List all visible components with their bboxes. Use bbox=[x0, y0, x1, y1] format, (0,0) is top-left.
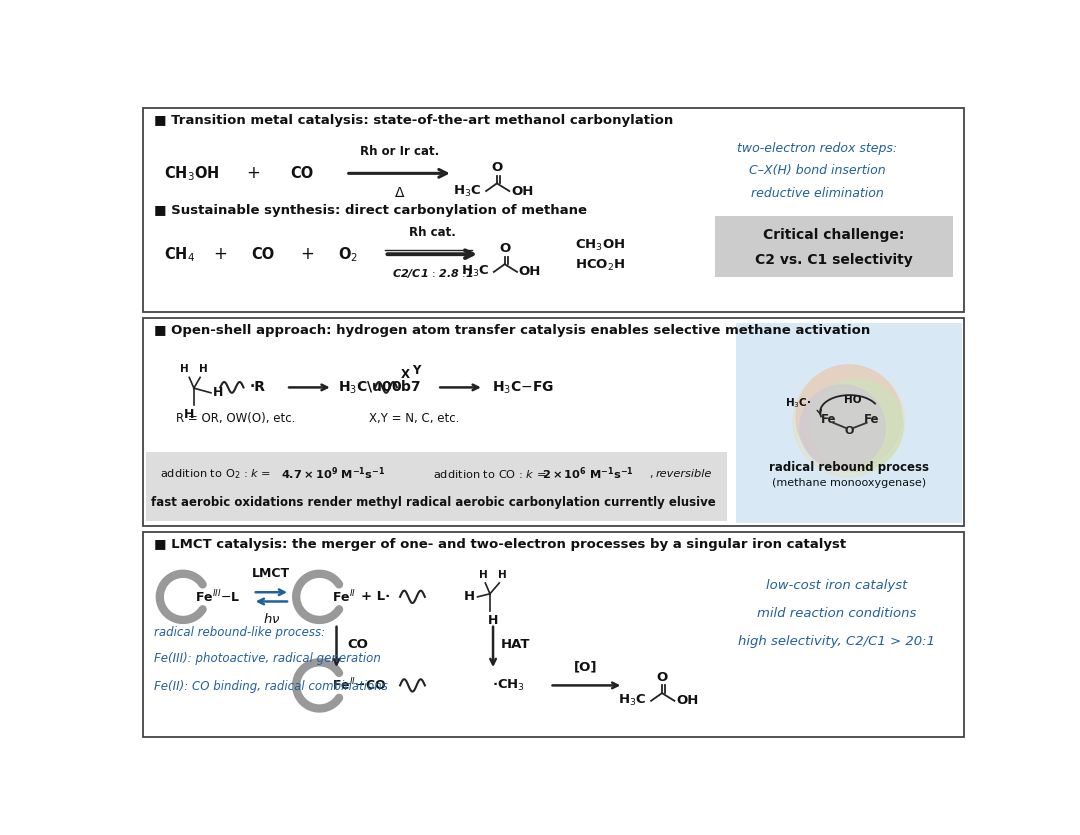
Text: H: H bbox=[488, 614, 498, 627]
Text: addition to O$_2$ : $k$ =: addition to O$_2$ : $k$ = bbox=[160, 467, 272, 481]
Text: $\mathbf{4.7 \times 10^{9}\ M^{-1}s^{-1}}$: $\mathbf{4.7 \times 10^{9}\ M^{-1}s^{-1}… bbox=[281, 465, 384, 482]
Text: C2 vs. C1 selectivity: C2 vs. C1 selectivity bbox=[755, 253, 913, 267]
Text: O: O bbox=[657, 671, 667, 684]
FancyBboxPatch shape bbox=[715, 215, 954, 277]
Text: CH$_3$OH: CH$_3$OH bbox=[576, 237, 625, 252]
Text: CO: CO bbox=[252, 246, 274, 261]
Text: H: H bbox=[199, 364, 207, 374]
Text: Fe(III): photoactive, radical generation: Fe(III): photoactive, radical generation bbox=[154, 652, 381, 665]
Text: R = OR, OW(O), etc.: R = OR, OW(O), etc. bbox=[176, 412, 296, 425]
Text: OH: OH bbox=[676, 694, 699, 707]
Text: ,: , bbox=[650, 468, 658, 478]
FancyBboxPatch shape bbox=[735, 323, 962, 523]
Text: Fe$^{II}$: Fe$^{II}$ bbox=[332, 589, 356, 605]
Text: fast aerobic oxidations render methyl radical aerobic carbonylation currently el: fast aerobic oxidations render methyl ra… bbox=[151, 497, 716, 509]
Circle shape bbox=[800, 385, 886, 470]
FancyBboxPatch shape bbox=[143, 318, 964, 526]
Text: H$_3$C: H$_3$C bbox=[454, 184, 482, 199]
Text: H$_3$C$-$FG: H$_3$C$-$FG bbox=[491, 379, 553, 396]
Text: O: O bbox=[491, 161, 502, 175]
Text: H: H bbox=[498, 570, 507, 580]
Text: O: O bbox=[499, 242, 511, 256]
Text: H: H bbox=[184, 408, 194, 421]
Text: C–X(H) bond insertion: C–X(H) bond insertion bbox=[748, 164, 886, 177]
Text: $\bfit{C2/C1}$ : $\bfit{2.8}$ :$\bfit{1}$: $\bfit{C2/C1}$ : $\bfit{2.8}$ :$\bfit{1}… bbox=[392, 267, 473, 281]
Text: CO: CO bbox=[348, 638, 368, 651]
Text: CO: CO bbox=[291, 166, 313, 181]
Text: ■ Transition metal catalysis: state-of-the-art methanol carbonylation: ■ Transition metal catalysis: state-of-t… bbox=[154, 114, 674, 127]
Text: [O]: [O] bbox=[575, 660, 598, 674]
Text: H$_3$C: H$_3$C bbox=[618, 693, 647, 708]
Text: ·CH$_3$: ·CH$_3$ bbox=[491, 678, 525, 693]
Circle shape bbox=[793, 366, 905, 477]
Text: H: H bbox=[213, 387, 222, 399]
Text: $h\nu$: $h\nu$ bbox=[262, 612, 280, 626]
Text: +: + bbox=[246, 164, 259, 182]
Text: OH: OH bbox=[518, 266, 541, 278]
FancyBboxPatch shape bbox=[143, 108, 964, 312]
Text: O$_2$: O$_2$ bbox=[338, 245, 359, 264]
FancyBboxPatch shape bbox=[146, 452, 727, 521]
Text: radical rebound-like process:: radical rebound-like process: bbox=[154, 626, 325, 639]
Text: Δ: Δ bbox=[394, 186, 404, 200]
Text: CH$_4$: CH$_4$ bbox=[164, 245, 195, 264]
Text: H: H bbox=[478, 570, 488, 580]
Text: O: O bbox=[845, 427, 854, 437]
Text: +: + bbox=[300, 245, 314, 263]
Text: low-cost iron catalyst: low-cost iron catalyst bbox=[766, 579, 907, 592]
Text: HO: HO bbox=[845, 395, 862, 405]
Text: ■ LMCT catalysis: the merger of one- and two-electron processes by a singular ir: ■ LMCT catalysis: the merger of one- and… bbox=[154, 539, 847, 551]
Text: Fe$^{III}$$-$L: Fe$^{III}$$-$L bbox=[195, 589, 241, 605]
Text: Y: Y bbox=[413, 363, 421, 377]
Text: X: X bbox=[401, 368, 409, 382]
Text: HAT: HAT bbox=[501, 638, 530, 651]
Text: (methane monooxygenase): (methane monooxygenase) bbox=[772, 478, 926, 488]
Text: X,Y = N, C, etc.: X,Y = N, C, etc. bbox=[368, 412, 459, 425]
Text: H$_3$C·: H$_3$C· bbox=[784, 396, 811, 410]
Text: LMCT: LMCT bbox=[253, 567, 291, 580]
Text: radical rebound process: radical rebound process bbox=[769, 461, 929, 474]
Text: ■ Open-shell approach: hydrogen atom transfer catalysis enables selective methan: ■ Open-shell approach: hydrogen atom tra… bbox=[154, 324, 870, 337]
Text: +: + bbox=[214, 245, 227, 263]
Text: H: H bbox=[179, 364, 189, 374]
Text: Fe: Fe bbox=[821, 413, 836, 426]
Text: two-electron redox steps:: two-electron redox steps: bbox=[737, 142, 897, 155]
Text: HCO$_2$H: HCO$_2$H bbox=[576, 258, 625, 273]
Text: Fe: Fe bbox=[864, 413, 879, 426]
Text: high selectivity, C2/C1 > 20:1: high selectivity, C2/C1 > 20:1 bbox=[738, 635, 935, 648]
Text: Rh cat.: Rh cat. bbox=[409, 225, 456, 239]
Text: Fe(II): CO binding, radical combinations: Fe(II): CO binding, radical combinations bbox=[154, 680, 388, 693]
Text: + L·: + L· bbox=[362, 590, 391, 604]
Text: H$_3$C: H$_3$C bbox=[461, 265, 489, 280]
Text: $\mathbf{2 \times 10^{6}\ M^{-1}s^{-1}}$: $\mathbf{2 \times 10^{6}\ M^{-1}s^{-1}}$ bbox=[542, 465, 634, 482]
Text: OH: OH bbox=[511, 185, 534, 198]
Circle shape bbox=[810, 379, 903, 471]
Circle shape bbox=[796, 365, 902, 470]
Text: Critical challenge:: Critical challenge: bbox=[764, 229, 905, 242]
FancyBboxPatch shape bbox=[143, 532, 964, 737]
Text: addition to CO : $k$ =: addition to CO : $k$ = bbox=[433, 468, 548, 479]
Text: Rh or Ir cat.: Rh or Ir cat. bbox=[360, 145, 438, 158]
Text: ·R: ·R bbox=[249, 381, 266, 394]
Text: CH$_3$OH: CH$_3$OH bbox=[164, 164, 220, 183]
Text: Fe$^{II}$$-$CO: Fe$^{II}$$-$CO bbox=[332, 677, 387, 694]
Text: reductive elimination: reductive elimination bbox=[751, 187, 883, 200]
Text: mild reaction conditions: mild reaction conditions bbox=[757, 607, 916, 620]
Text: H: H bbox=[463, 590, 474, 604]
Text: reversible: reversible bbox=[656, 468, 712, 478]
Text: H$_3$C\u00b7: H$_3$C\u00b7 bbox=[338, 379, 421, 396]
Text: ■ Sustainable synthesis: direct carbonylation of methane: ■ Sustainable synthesis: direct carbonyl… bbox=[154, 204, 588, 217]
